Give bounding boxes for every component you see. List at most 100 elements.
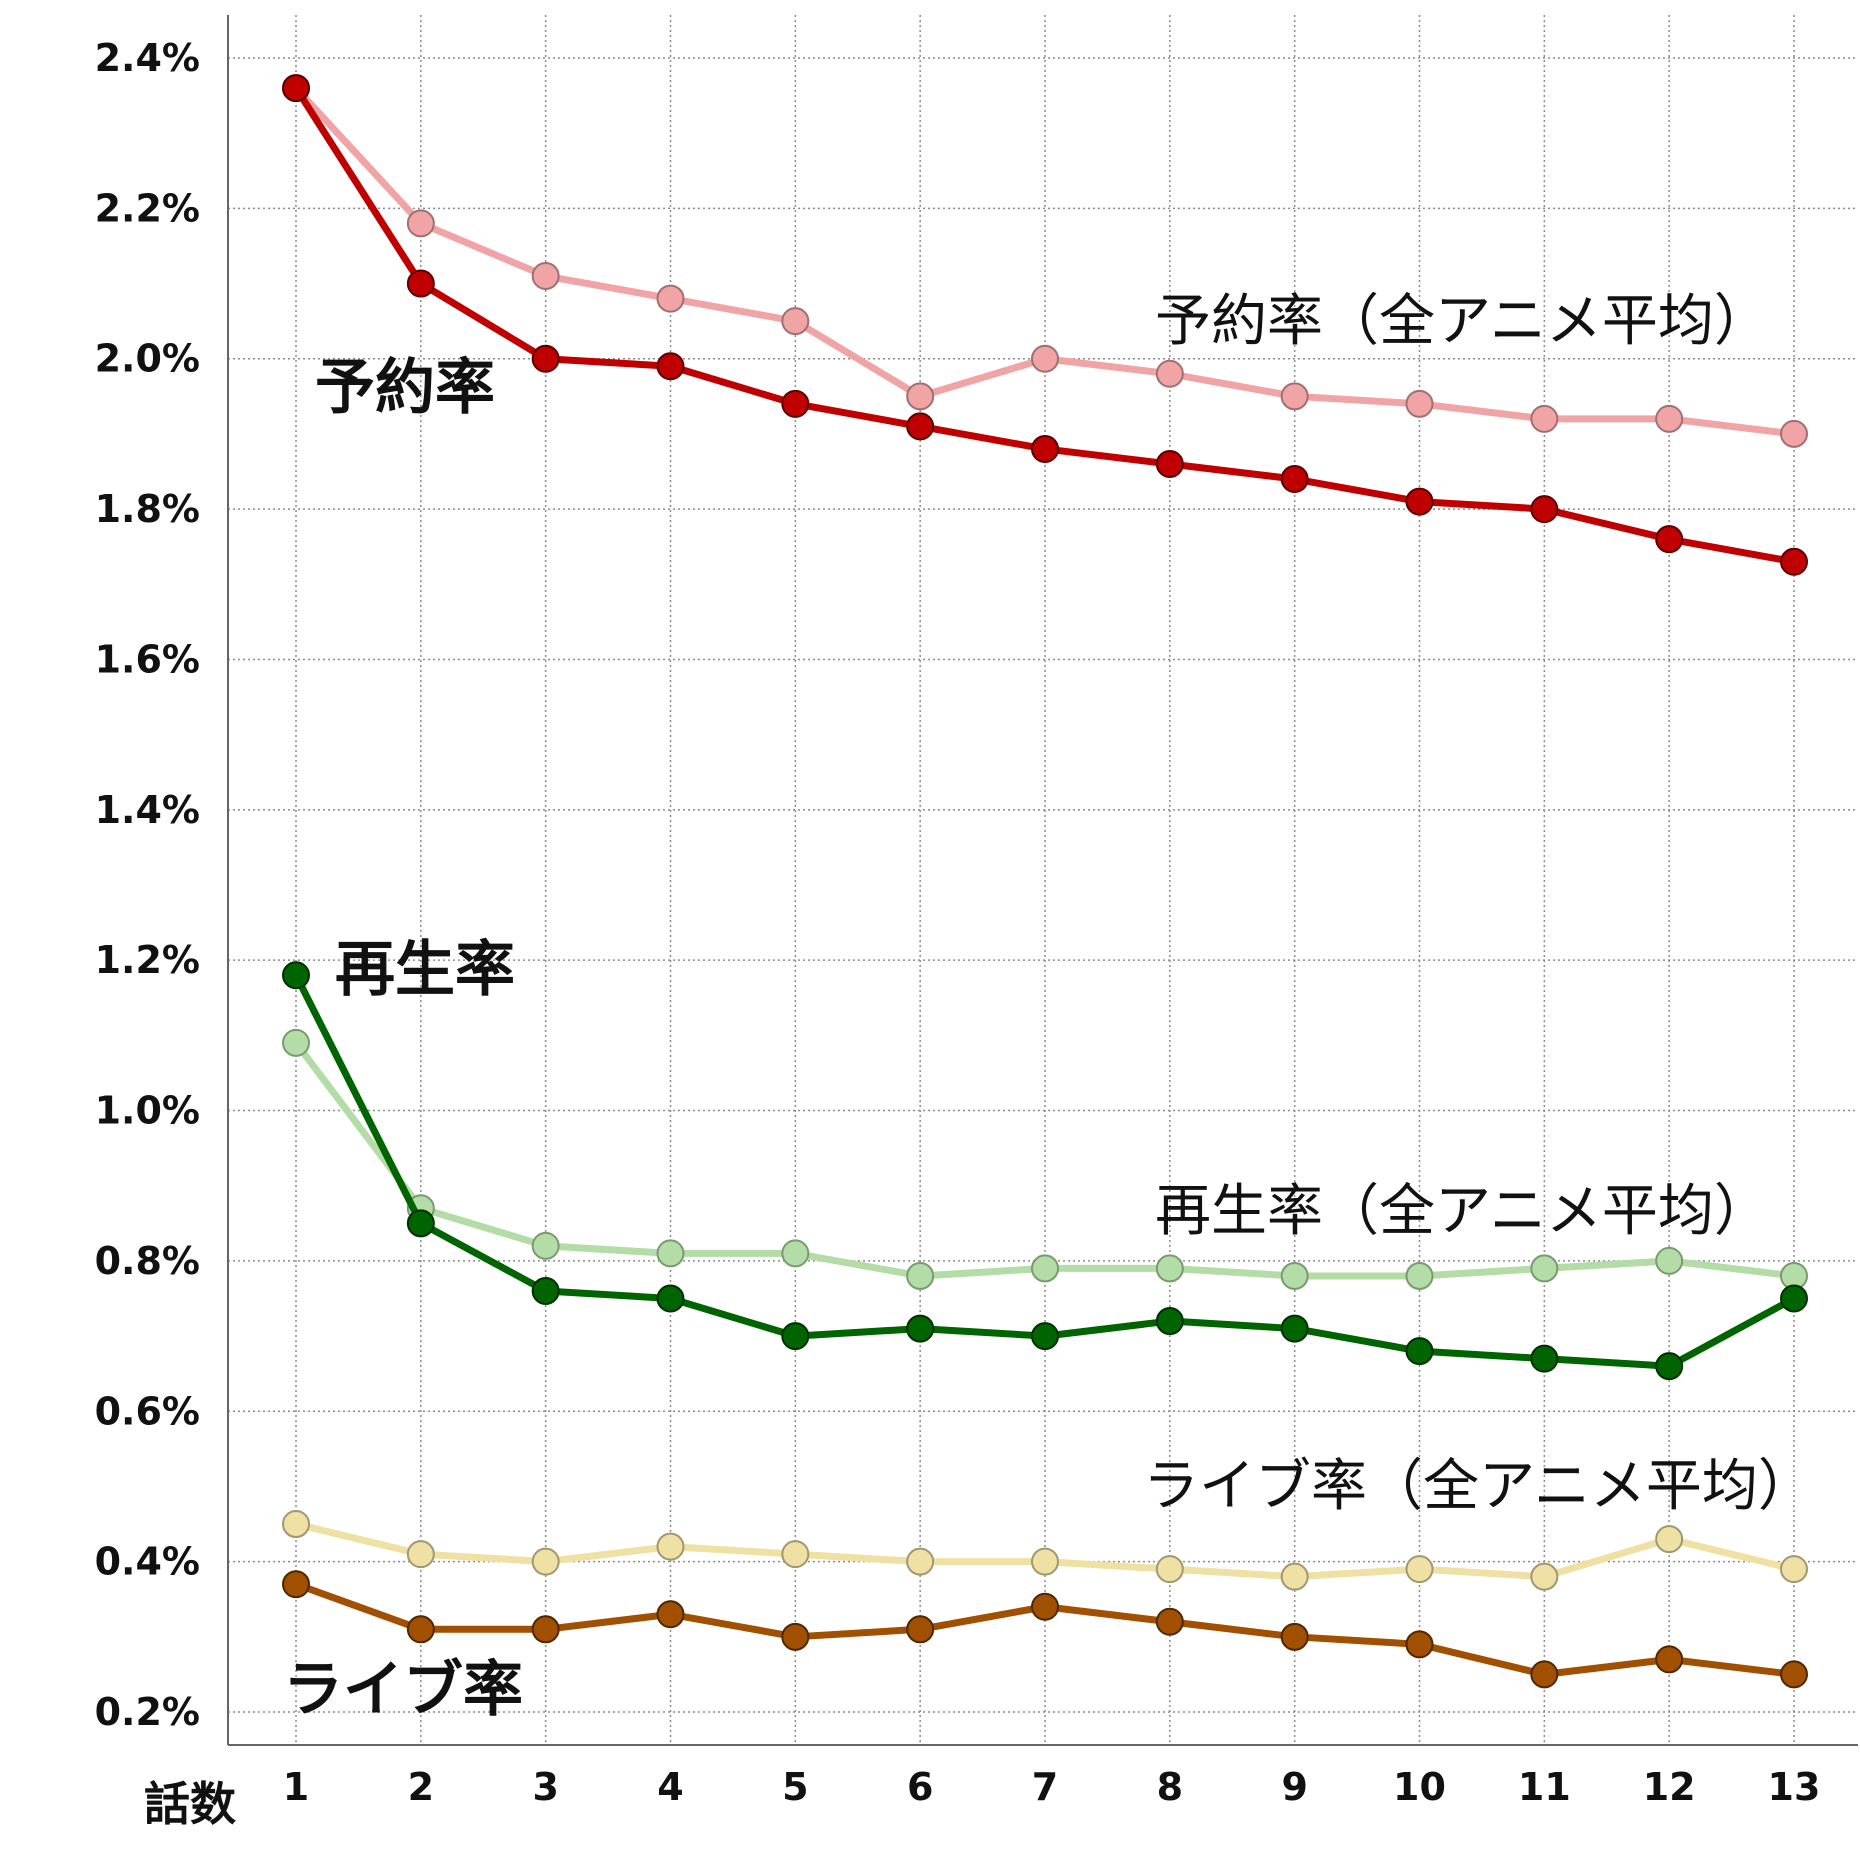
data-point xyxy=(1155,1254,1184,1283)
data-point xyxy=(906,412,935,441)
x-tick-label: 12 xyxy=(1643,1765,1696,1809)
x-tick-label: 10 xyxy=(1393,1765,1446,1809)
y-tick-label: 1.4% xyxy=(95,788,200,832)
series xyxy=(282,74,1808,1689)
data-point xyxy=(656,1532,685,1561)
data-point xyxy=(531,1615,560,1644)
data-point xyxy=(1655,404,1684,433)
data-point xyxy=(531,1276,560,1305)
data-point xyxy=(282,1028,310,1057)
data-point xyxy=(781,307,810,336)
x-tick-label: 7 xyxy=(1032,1765,1058,1809)
x-tick-label: 3 xyxy=(532,1765,558,1809)
data-point xyxy=(1405,1630,1434,1659)
y-tick-label: 0.2% xyxy=(95,1690,200,1734)
data-point xyxy=(1280,1261,1309,1290)
data-point xyxy=(406,1209,435,1238)
data-point xyxy=(1155,359,1184,388)
data-point xyxy=(1530,495,1559,524)
x-tick-label: 2 xyxy=(408,1765,434,1809)
annotation-label: 予約率 xyxy=(315,353,495,423)
data-point xyxy=(781,1622,810,1651)
x-tick-labels: 1 2 3 4 5 6 7 8 9 10 11 12 13 xyxy=(283,1765,1821,1809)
series-group xyxy=(282,74,1808,576)
data-point xyxy=(781,1540,810,1569)
data-point xyxy=(531,344,560,373)
series-labels: 予約率 予約率（全アニメ平均） 再生率 再生率（全アニメ平均） ライブ率（全アニ… xyxy=(283,289,1814,1725)
data-point xyxy=(531,262,560,291)
data-point xyxy=(1530,1660,1559,1689)
data-point xyxy=(1530,404,1559,433)
data-point xyxy=(781,389,810,418)
data-point xyxy=(781,1322,810,1351)
data-point xyxy=(1780,419,1808,448)
data-point xyxy=(1655,525,1684,554)
series-group xyxy=(282,961,1808,1381)
data-point xyxy=(282,1510,310,1539)
data-point xyxy=(1031,434,1059,463)
y-tick-label: 2.0% xyxy=(95,337,200,381)
data-point xyxy=(1155,449,1184,478)
x-tick-label: 5 xyxy=(782,1765,808,1809)
data-point xyxy=(406,209,435,238)
y-tick-label: 0.6% xyxy=(95,1389,200,1433)
y-tick-labels: 0.2% 0.4% 0.6% 0.8% 1.0% 1.2% 1.4% 1.6% 1.8% 2.0%… xyxy=(95,36,200,1734)
y-tick-label: 1.8% xyxy=(95,487,200,531)
data-point xyxy=(906,1615,935,1644)
data-point xyxy=(1031,1254,1059,1283)
data-point xyxy=(1530,1562,1559,1591)
y-tick-label: 2.4% xyxy=(95,36,200,80)
x-axis-title: 話数 xyxy=(144,1777,236,1831)
data-point xyxy=(1780,547,1808,576)
annotation-label: ライブ率 xyxy=(283,1655,523,1725)
data-point xyxy=(406,1540,435,1569)
data-point xyxy=(906,1547,935,1576)
data-point xyxy=(406,1615,435,1644)
data-point xyxy=(1655,1352,1684,1381)
data-point xyxy=(1280,465,1309,494)
x-tick-label: 13 xyxy=(1768,1765,1821,1809)
x-tick-label: 1 xyxy=(283,1765,309,1809)
data-point xyxy=(1405,487,1434,516)
data-point xyxy=(1405,1337,1434,1366)
data-point xyxy=(1155,1555,1184,1584)
data-point xyxy=(1155,1307,1184,1336)
annotation-label: 予約率（全アニメ平均） xyxy=(1155,289,1770,354)
y-tick-label: 1.6% xyxy=(95,637,200,681)
annotation-label: 再生率（全アニメ平均） xyxy=(1155,1179,1770,1244)
series-group xyxy=(282,1570,1808,1689)
data-point xyxy=(1405,1261,1434,1290)
data-point xyxy=(1280,1622,1309,1651)
x-tick-label: 9 xyxy=(1281,1765,1307,1809)
data-point xyxy=(1280,382,1309,411)
data-point xyxy=(406,269,435,298)
data-point xyxy=(1780,1284,1808,1313)
data-point xyxy=(781,1239,810,1268)
data-point xyxy=(1031,1592,1059,1621)
x-tick-label: 4 xyxy=(657,1765,683,1809)
annotation-label: 再生率 xyxy=(335,935,515,1005)
data-point xyxy=(282,1570,310,1599)
data-point xyxy=(1405,1555,1434,1584)
data-point xyxy=(656,284,685,313)
data-point xyxy=(1405,389,1434,418)
data-point xyxy=(656,1600,685,1629)
y-tick-label: 0.8% xyxy=(95,1239,200,1283)
data-point xyxy=(1280,1314,1309,1343)
series-group xyxy=(282,1510,1808,1591)
data-point xyxy=(531,1231,560,1260)
grid xyxy=(228,15,1858,1745)
annotation-label: ライブ率（全アニメ平均） xyxy=(1143,1454,1814,1519)
data-point xyxy=(656,1284,685,1313)
data-point xyxy=(531,1547,560,1576)
y-tick-label: 1.0% xyxy=(95,1089,200,1133)
axes xyxy=(227,15,1858,1746)
y-tick-label: 1.2% xyxy=(95,938,200,982)
data-point xyxy=(1031,1322,1059,1351)
y-tick-label: 0.4% xyxy=(95,1540,200,1584)
y-tick-label: 2.2% xyxy=(95,186,200,230)
data-point xyxy=(1530,1254,1559,1283)
data-point xyxy=(1280,1562,1309,1591)
x-tick-label: 11 xyxy=(1518,1765,1571,1809)
